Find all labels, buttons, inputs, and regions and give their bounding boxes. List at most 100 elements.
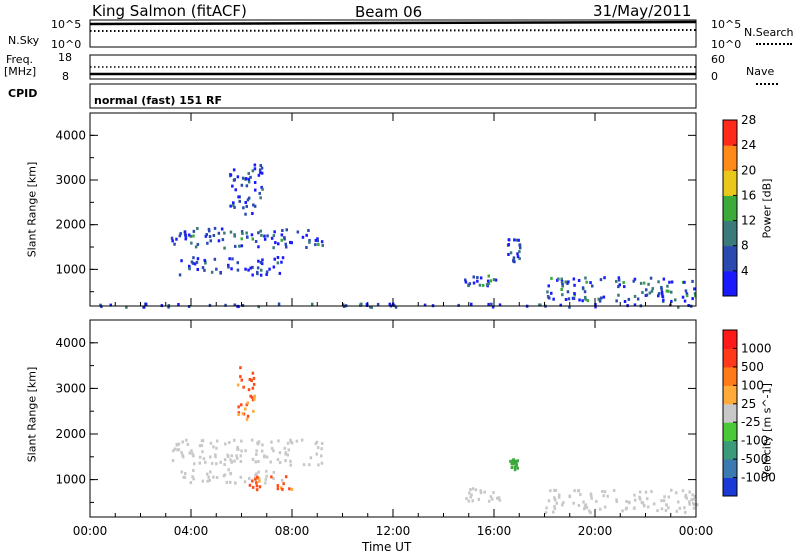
echo-cell [180,451,183,455]
echo-cell [590,496,593,500]
echo-cell [280,238,283,242]
echo-cell [515,463,518,467]
echo-cell [281,487,284,491]
echo-cell [274,241,277,245]
echo-cell [206,472,209,476]
echo-cell [662,298,665,302]
echo-cell [479,276,483,280]
echo-cell [245,231,248,235]
echo-cell [202,457,206,461]
echo-cell [272,470,276,474]
echo-cell [257,470,260,474]
velocity-colorbar: 1000 500 100 25 -25 -100 -500 -1000 [722,329,776,497]
echo-cell [568,305,571,309]
echo-cell [601,490,604,493]
echo-cell [578,298,581,302]
echo-cell [677,500,680,504]
station-title: King Salmon (fitACF) [92,2,247,20]
echo-cell [648,291,652,295]
echo-cell [236,456,239,460]
echo-cell [231,184,234,188]
echo-cell [684,289,688,293]
echo-cell [647,282,650,286]
echo-cell [471,487,475,491]
echo-cell [243,480,247,484]
echo-cell [233,178,236,182]
y-tick-label: 3000 [55,173,86,187]
echo-cell [238,199,241,203]
echo-cell [214,455,217,459]
echo-cell [598,299,602,303]
echo-cell [481,283,485,287]
echo-cell [270,236,274,240]
echo-cell [394,305,398,309]
colorbar-tick-label: 500 [741,360,764,374]
echo-cell [513,465,516,469]
echo-cell [643,281,646,285]
echo-cell [286,441,290,445]
beam-label: Beam 06 [355,3,423,21]
echo-cell [229,480,232,484]
echo-cell [625,506,628,510]
echo-cell [219,460,222,464]
echo-cell [677,305,680,309]
echo-cell [290,487,294,491]
echo-cell [259,196,262,200]
echo-cell [692,506,696,510]
echo-cell [228,257,231,261]
echo-cell [229,204,232,208]
echo-cell [246,198,250,202]
echo-cell [588,509,591,513]
echo-cell [253,167,257,171]
y-tick-label: 4000 [55,336,86,350]
echo-cell [281,229,284,232]
echo-cell [289,459,292,463]
echo-cell [552,297,555,301]
echo-cell [280,260,283,264]
echo-cell [627,297,631,301]
echo-cell [628,501,631,505]
power-ylabel: Slant Range [km] [25,161,39,258]
echo-cell [278,461,282,465]
colorbar-swatch [723,245,737,272]
colorbar-frame [722,119,738,297]
echo-cell [185,438,188,442]
echo-cell [509,251,513,255]
echo-cell [186,442,190,446]
echo-cell [583,507,586,511]
echo-cell [617,285,620,289]
echo-cell [665,289,669,293]
echo-cell [210,270,214,274]
echo-cell [633,303,637,307]
echo-cell [208,229,211,233]
echo-cell [684,510,687,514]
echo-cell [469,488,472,492]
echo-cell [265,469,268,473]
colorbar-tick-label: 20 [741,163,756,177]
colorbar-tick-label: -25 [741,415,761,429]
echo-cell [217,239,221,243]
echo-cell [589,494,593,497]
echo-cell [494,278,498,282]
nsky-tick-top: 10^5 [51,18,82,31]
echo-cell [250,395,254,399]
echo-cell [670,280,674,284]
echo-cell [512,256,516,260]
echo-cell [479,489,482,493]
echo-cell [518,250,521,254]
echo-cell [640,500,644,504]
echo-cell [223,463,226,466]
colorbar-tick-label: -500 [741,452,768,466]
echo-cell [554,498,557,502]
x-tick-label: 16:00 [477,524,512,538]
echo-cell [245,184,249,188]
echo-cell [487,302,490,306]
echo-cell [582,500,585,504]
echo-cell [515,460,518,463]
echo-cell [227,265,230,269]
colorbar-swatch [723,120,737,146]
echo-cell [283,237,286,241]
echo-cell [258,485,262,489]
echo-cell [317,463,320,467]
echo-cell [212,234,216,237]
